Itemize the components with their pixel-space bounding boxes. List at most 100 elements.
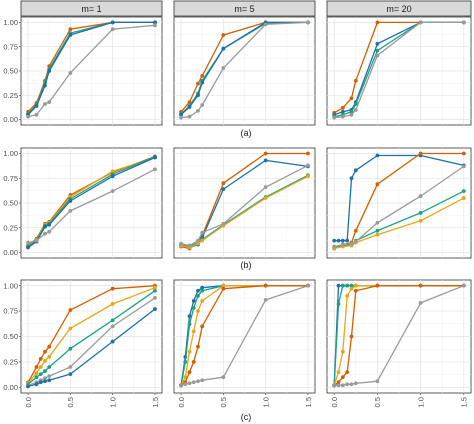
data-point-yellow [263,196,268,200]
data-point-blue [68,33,73,37]
data-point-yellow [336,370,341,374]
panel-r1-c2 [326,147,472,259]
data-point-gray [221,66,226,70]
panel-r2-c0: 0.00 0.25 0.50 0.75 1.00 0.0 0.5 1.0 1.5 [3,279,163,407]
data-point-yellow [349,286,354,291]
data-point-blue [43,379,47,384]
panel-r1-c0: 0.00 0.25 0.50 0.75 1.00 [3,147,163,259]
y-tick-label: 1.00 [3,281,18,290]
data-point-gray [47,229,52,234]
data-point-orange [47,344,52,349]
data-point-green [340,283,345,288]
data-point-gray [153,167,157,172]
x-tick-label: 0.5 [373,397,382,407]
data-point-yellow [306,174,310,179]
y-tick-label: 0.25 [3,358,18,367]
data-point-orange [375,20,380,25]
data-point-gray [306,283,310,288]
data-point-orange [336,380,341,385]
data-point-gray [187,114,192,119]
data-point-blue [110,174,115,179]
data-point-green [200,288,205,293]
data-point-gray [418,194,423,198]
data-point-green [183,360,188,364]
data-point-orange [34,365,39,369]
data-point-yellow [68,326,73,331]
y-tick-label: 0.25 [3,91,18,100]
data-point-blue [47,222,52,227]
data-point-blue [340,238,345,243]
data-point-green [375,48,380,53]
data-point-orange [375,283,380,288]
data-point-gray [187,243,192,248]
data-point-green [68,346,73,351]
data-point-gray [43,102,47,106]
data-point-gray [418,20,423,25]
data-point-orange [263,151,268,156]
data-point-blue [153,155,157,160]
data-point-blue [345,238,350,243]
data-point-gray [196,379,200,384]
row-label-b: (b) [241,260,252,270]
data-point-gray [349,241,354,246]
data-point-orange [353,78,358,83]
data-point-yellow [110,302,115,306]
data-point-gray [196,108,200,113]
data-point-yellow [153,285,157,290]
data-point-blue [38,380,43,385]
y-tick-label: 1.00 [3,18,18,27]
data-point-blue [34,104,39,108]
y-tick-label: 0.00 [3,115,18,124]
data-point-blue [179,112,183,117]
data-point-blue [34,382,39,387]
data-point-gray [191,380,196,385]
data-point-green [34,375,39,380]
data-point-orange [221,33,226,37]
data-point-yellow [461,196,466,200]
data-point-gray [461,164,466,169]
data-point-gray [263,297,268,302]
data-point-green [38,372,43,377]
data-point-yellow [43,359,47,363]
data-point-blue [332,238,337,243]
panels-layer: 0.000.250.500.751.000.000.250.500.751.00… [3,16,472,407]
x-tick-label: 1.0 [108,397,117,407]
data-point-yellow [38,365,43,369]
data-point-yellow [353,283,358,288]
data-point-blue [221,187,226,192]
data-point-blue [68,199,73,203]
data-point-gray [221,375,226,380]
data-point-orange [196,344,200,349]
x-tick-label: 0.0 [177,397,186,407]
data-point-gray [43,376,47,381]
data-point-gray [43,231,47,236]
data-point-blue [110,20,115,25]
x-tick-label: 1.5 [460,397,469,407]
data-point-orange [340,375,345,380]
data-point-blue [68,372,73,377]
data-point-orange [349,96,354,101]
data-point-gray [200,378,205,383]
data-point-orange [68,308,73,312]
data-point-gray [349,382,354,387]
y-tick-label: 0.50 [3,67,18,76]
data-point-gray [200,103,205,107]
strip-label-m1: m= 1 [81,4,101,14]
data-point-yellow [221,283,226,288]
data-point-gray [375,220,380,225]
data-point-orange [221,181,226,186]
y-tick-label: 0.50 [3,332,18,341]
data-point-gray [47,100,52,105]
strip-m1: m= 1 [20,0,163,17]
data-point-orange [349,334,354,339]
data-point-blue [26,245,30,250]
data-point-blue [47,69,52,73]
y-tick-label: 0.75 [3,307,18,316]
data-point-blue [196,93,200,98]
data-point-orange [345,370,350,374]
data-point-gray [68,209,73,213]
data-point-orange [187,370,192,374]
data-point-gray [461,20,466,25]
data-point-gray [332,244,337,249]
panel-r2-c2: 0.0 0.5 1.0 1.5 [326,279,472,407]
